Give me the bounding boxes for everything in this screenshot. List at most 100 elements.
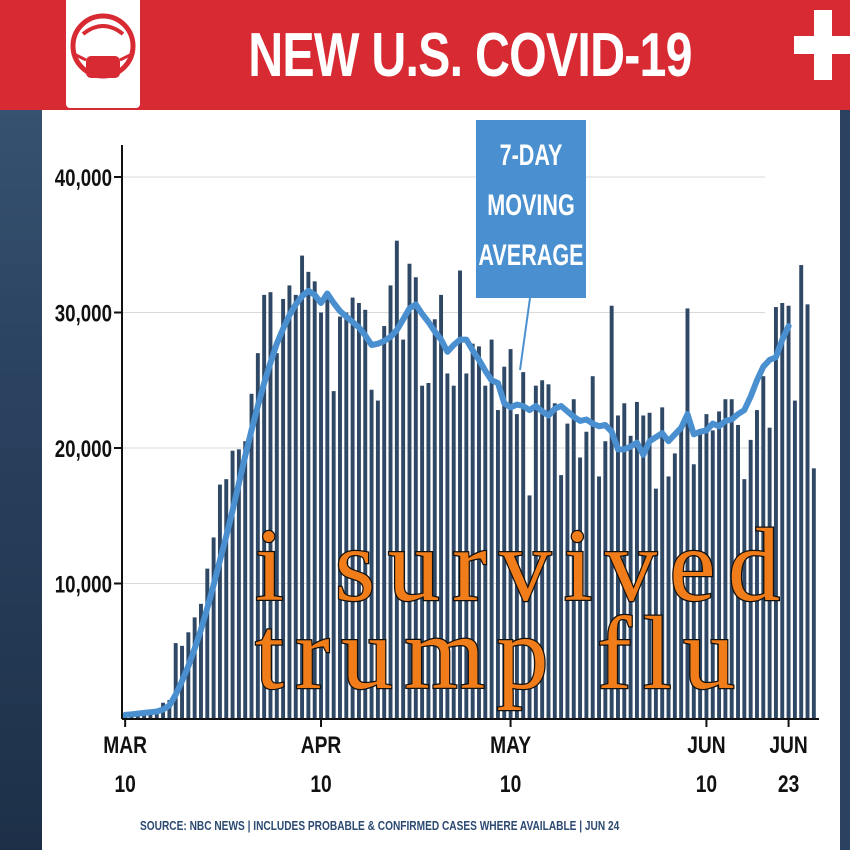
x-tick-month: APR bbox=[301, 731, 342, 759]
bar bbox=[546, 384, 551, 719]
bar bbox=[742, 479, 747, 719]
overlay-text-line-2: trump flu bbox=[255, 596, 735, 711]
annotation-pointer bbox=[519, 297, 531, 371]
bar bbox=[300, 255, 305, 719]
bar bbox=[338, 316, 342, 719]
bar bbox=[811, 468, 816, 719]
bar bbox=[717, 411, 722, 719]
bar bbox=[634, 401, 639, 719]
y-tick-label: 30,000 bbox=[55, 300, 112, 327]
bar bbox=[527, 495, 532, 719]
bar bbox=[578, 457, 583, 719]
x-tick-label: JUN 23 bbox=[769, 731, 807, 798]
bar bbox=[679, 426, 684, 719]
bar bbox=[445, 373, 450, 719]
bar bbox=[388, 285, 393, 719]
annotation-line: 7-DAY bbox=[500, 137, 563, 171]
bar bbox=[407, 263, 412, 719]
bar bbox=[609, 305, 614, 719]
x-tick-date: 10 bbox=[310, 770, 331, 798]
bar bbox=[243, 441, 248, 719]
bar bbox=[736, 424, 740, 719]
bar bbox=[660, 407, 665, 719]
bar bbox=[230, 450, 235, 719]
bar bbox=[552, 403, 557, 719]
bar bbox=[199, 603, 203, 719]
bar bbox=[597, 476, 601, 719]
bar bbox=[420, 385, 425, 719]
bar bbox=[792, 400, 797, 719]
bar bbox=[249, 393, 254, 719]
bar bbox=[236, 449, 241, 719]
x-ticks: MAR 10 APR 10 MAY 10 JUN 10 JUN 23 bbox=[103, 719, 808, 798]
y-ticks: 10,000 20,000 30,000 40,000 bbox=[55, 165, 122, 598]
bar bbox=[590, 376, 595, 719]
bar bbox=[394, 240, 399, 719]
x-tick-date: 10 bbox=[500, 770, 521, 798]
bar bbox=[325, 298, 330, 719]
bar bbox=[344, 312, 349, 719]
overlay-text-line-1: i survived bbox=[255, 508, 780, 623]
bar bbox=[483, 385, 488, 719]
x-tick-month: JUN bbox=[769, 731, 807, 759]
bar bbox=[369, 389, 374, 719]
x-tick-label: APR 10 bbox=[301, 731, 342, 798]
x-tick-month: MAR bbox=[103, 731, 147, 759]
y-tick-label: 10,000 bbox=[55, 571, 112, 598]
bar bbox=[748, 439, 753, 719]
bar bbox=[173, 643, 178, 719]
bar bbox=[805, 304, 810, 719]
bar bbox=[186, 632, 191, 719]
bar bbox=[470, 343, 475, 719]
bar bbox=[217, 484, 222, 719]
annotation-line: MOVING bbox=[487, 187, 575, 221]
bar bbox=[616, 415, 620, 719]
bar bbox=[780, 303, 785, 719]
bar bbox=[514, 414, 519, 719]
bar bbox=[413, 277, 418, 719]
bar bbox=[710, 430, 715, 719]
bar bbox=[274, 353, 279, 719]
bar bbox=[723, 399, 728, 719]
bar bbox=[224, 479, 229, 719]
bar bbox=[382, 326, 387, 719]
bar bbox=[647, 412, 652, 719]
bar bbox=[262, 294, 267, 719]
bar bbox=[691, 464, 696, 719]
bar bbox=[432, 319, 437, 719]
bar bbox=[331, 391, 336, 719]
mask-badge bbox=[66, 0, 140, 108]
bar bbox=[489, 339, 494, 719]
bar bbox=[622, 403, 627, 719]
bar bbox=[603, 441, 608, 719]
bar bbox=[293, 294, 298, 719]
x-tick-label: MAR 10 bbox=[103, 731, 147, 798]
bar bbox=[559, 475, 564, 719]
bar bbox=[653, 488, 658, 719]
bar bbox=[773, 307, 778, 719]
bar bbox=[508, 349, 513, 719]
bar bbox=[211, 537, 216, 719]
y-tick-label: 40,000 bbox=[55, 165, 112, 192]
bar bbox=[571, 399, 576, 719]
title-banner: NEW U.S. COVID-19 CASES bbox=[0, 0, 850, 186]
bar bbox=[767, 427, 772, 719]
bar bbox=[205, 568, 210, 719]
bar bbox=[533, 385, 538, 719]
bar bbox=[698, 429, 703, 719]
bar bbox=[672, 453, 677, 719]
bar bbox=[287, 285, 292, 719]
bar bbox=[312, 281, 317, 719]
moving-average-line bbox=[122, 287, 792, 718]
bar bbox=[167, 700, 172, 719]
bar bbox=[319, 312, 323, 719]
bar bbox=[255, 353, 260, 719]
annotation-line: AVERAGE bbox=[478, 237, 583, 271]
bar bbox=[704, 414, 709, 719]
bar bbox=[375, 400, 380, 719]
bar bbox=[363, 309, 368, 719]
bar bbox=[495, 410, 500, 719]
bar bbox=[350, 297, 355, 719]
bar-series bbox=[123, 240, 816, 719]
